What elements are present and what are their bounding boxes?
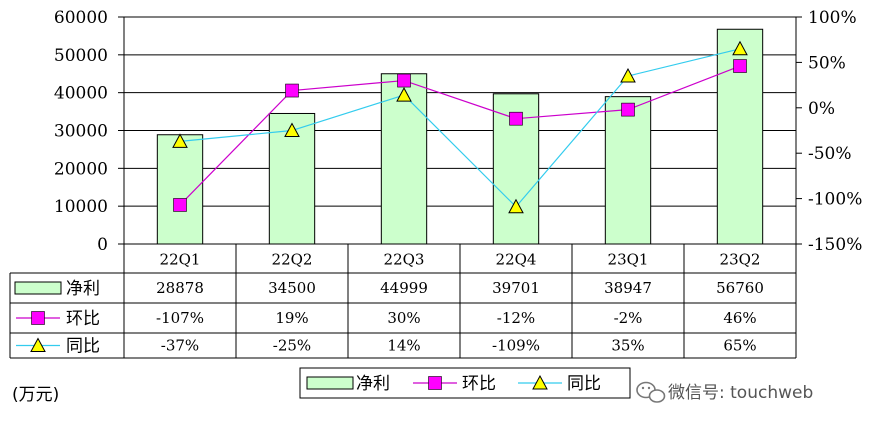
table-cell: 14% (387, 337, 420, 355)
legend-key (428, 376, 442, 390)
watermark: 微信号: touchweb (636, 381, 813, 403)
legend-label: 环比 (462, 374, 496, 394)
gridlines (124, 16, 796, 245)
data-table: 22Q1 22Q2 22Q3 22Q4 23Q1 23Q2 净利 28878 34500 4499… (9, 244, 797, 359)
left-tick-label: 50000 (54, 46, 108, 66)
table-legend-key (14, 281, 62, 295)
table-cell: 46% (723, 309, 756, 327)
table-legend-key (30, 337, 46, 352)
table-cell: -37% (161, 337, 199, 355)
data-point (621, 102, 635, 117)
category-label: 22Q1 (160, 251, 201, 269)
table-cell: -2% (614, 309, 643, 327)
left-tick-label: 60000 (54, 8, 108, 28)
table-cell: -107% (156, 309, 204, 327)
table-cell: -12% (497, 309, 535, 327)
table-cell: 34500 (268, 279, 316, 297)
unit-label: (万元) (12, 385, 59, 405)
data-point (732, 40, 748, 56)
left-tick-label: 20000 (54, 159, 108, 179)
table-legend-key (31, 311, 45, 325)
category-label: 22Q2 (272, 251, 313, 269)
data-point (285, 83, 299, 98)
right-tick-label: -50% (808, 144, 852, 164)
data-point (509, 111, 523, 126)
table-cell: 28878 (156, 279, 204, 297)
left-tick-label: 0 (97, 235, 108, 255)
data-point (733, 59, 747, 73)
bar (380, 73, 428, 245)
table-row-header: 净利 (66, 279, 100, 299)
category-label: 22Q4 (496, 251, 537, 269)
data-point (173, 198, 187, 212)
watermark-text: 微信号: touchweb (668, 383, 813, 403)
table-cell: 19% (275, 309, 308, 327)
table-cell: 56760 (716, 279, 764, 297)
category-label: 23Q2 (720, 251, 761, 269)
series-line (179, 65, 741, 206)
left-tick-label: 10000 (54, 197, 108, 217)
legend: 净利 环比 同比 (299, 367, 631, 399)
right-tick-label: -150% (808, 235, 862, 255)
table-row-header: 同比 (66, 337, 100, 357)
wechat-icon (636, 381, 666, 403)
series-line (179, 48, 741, 208)
right-tick-label: 100% (808, 8, 857, 28)
series-markers (172, 40, 748, 214)
legend-label: 同比 (567, 374, 601, 394)
table-cell: 65% (723, 337, 756, 355)
table-row-header: 环比 (66, 309, 100, 329)
data-point (172, 133, 188, 148)
series-lines (179, 48, 741, 208)
bars (156, 28, 764, 245)
table-cell: 39701 (492, 279, 540, 297)
table-cell: 38947 (604, 279, 652, 297)
legend-key (532, 374, 548, 390)
table-cell: 30% (387, 309, 420, 327)
data-point (284, 122, 300, 137)
category-label: 22Q3 (384, 251, 425, 269)
table-cell: 44999 (380, 279, 428, 297)
category-label: 23Q1 (608, 251, 649, 269)
table-cell: 35% (611, 337, 644, 355)
bar (604, 96, 652, 245)
legend-key (306, 376, 354, 390)
left-tick-label: 40000 (54, 84, 108, 104)
left-tick-label: 30000 (54, 122, 108, 142)
data-point (397, 73, 411, 88)
right-tick-label: 0% (808, 99, 835, 119)
legend-label: 净利 (356, 374, 390, 394)
data-point (508, 198, 524, 214)
data-point (620, 67, 636, 83)
table-cell: -109% (492, 337, 540, 355)
axes: 0 10000 20000 30000 40000 50000 60000 -150% -100… (54, 8, 862, 255)
right-tick-label: 50% (808, 53, 846, 73)
data-point (396, 87, 412, 102)
right-tick-label: -100% (808, 190, 862, 210)
table-cell: -25% (273, 337, 311, 355)
legend-box (299, 367, 631, 399)
